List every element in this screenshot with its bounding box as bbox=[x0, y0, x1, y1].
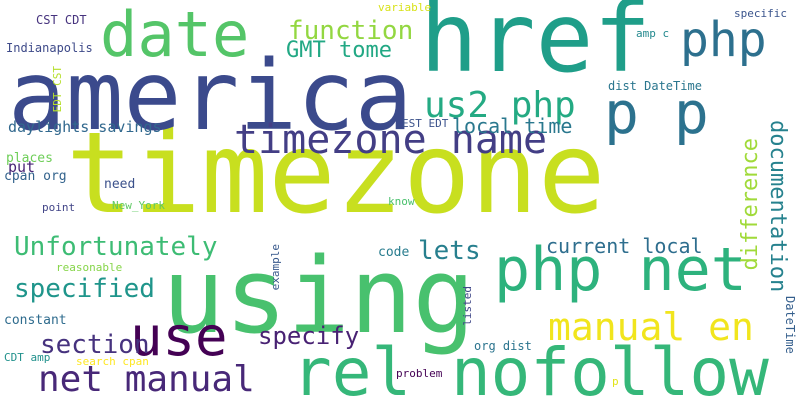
word-edt-cst: EDT CST bbox=[51, 66, 64, 113]
word-listed: listed bbox=[461, 286, 474, 326]
word-gmt-tome: GMT tome bbox=[286, 38, 392, 63]
word-href: href bbox=[420, 0, 652, 94]
word-know: know bbox=[388, 195, 415, 208]
word-timezone-name: timezone name bbox=[234, 117, 548, 163]
word-us2-php: us2 php bbox=[424, 85, 576, 126]
word-reasonable: reasonable bbox=[56, 261, 123, 274]
word-p: p bbox=[612, 375, 619, 388]
word-code: code bbox=[378, 245, 410, 260]
word-lets: lets bbox=[418, 236, 481, 266]
word-specific: specific bbox=[734, 7, 787, 20]
word-manual-en: manual en bbox=[548, 305, 754, 349]
word-need: need bbox=[104, 177, 136, 192]
word-cst-cdt: CST CDT bbox=[36, 13, 87, 27]
word-new-york: New_York bbox=[112, 199, 165, 212]
word-example: example bbox=[269, 244, 282, 291]
word-php: php bbox=[680, 12, 767, 68]
word-p-p: p p bbox=[604, 79, 709, 147]
word-org-dist: org dist bbox=[474, 339, 532, 353]
word-search-cpan: search cpan bbox=[76, 355, 149, 368]
word-specify: specify bbox=[258, 322, 360, 350]
word-unfortunately: Unfortunately bbox=[14, 232, 218, 262]
word-function: function bbox=[288, 16, 414, 46]
word-put: put bbox=[8, 158, 36, 176]
word-point: point bbox=[42, 201, 76, 214]
word-use: use bbox=[130, 305, 228, 368]
word-est-edt: EST EDT bbox=[402, 117, 449, 130]
word-datetime: DateTime bbox=[783, 296, 797, 354]
word-php-net: php net bbox=[494, 235, 747, 305]
word-rel-nofollow: rel nofollow bbox=[292, 334, 769, 400]
word-cpan-org: cpan org bbox=[4, 169, 67, 184]
word-section: section bbox=[40, 330, 150, 360]
word-difference: difference bbox=[738, 138, 763, 271]
word-cdt-amp: CDT amp bbox=[4, 351, 51, 364]
word-local-time: local time bbox=[452, 114, 573, 138]
word-problem: problem bbox=[396, 367, 443, 380]
word-indianapolis: Indianapolis bbox=[6, 41, 93, 55]
word-documentation: documentation bbox=[765, 120, 790, 293]
word-current-local: current local bbox=[546, 234, 703, 258]
word-net-manual: net manual bbox=[38, 359, 255, 400]
word-using: using bbox=[162, 235, 476, 357]
word-variable: variable bbox=[378, 1, 431, 14]
word-america: america bbox=[8, 40, 413, 152]
word-constant: constant bbox=[4, 313, 67, 328]
word-timezone: timezone bbox=[66, 109, 606, 239]
word-places: places bbox=[6, 151, 53, 166]
word-specified: specified bbox=[14, 274, 155, 304]
word-dist-datetime: dist DateTime bbox=[608, 79, 702, 93]
word-date: date bbox=[100, 0, 250, 71]
word-amp-c: amp c bbox=[636, 27, 670, 40]
word-daylights-savings: daylights savings bbox=[8, 118, 162, 136]
